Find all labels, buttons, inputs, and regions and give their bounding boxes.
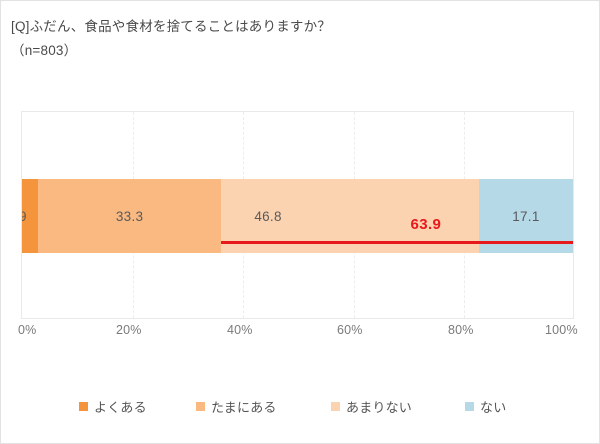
stacked-bar: 2.9 33.3 46.8 17.1	[22, 179, 573, 253]
legend-label-amarinai: あまりない	[346, 400, 413, 415]
x-tick-80: 80%	[448, 323, 474, 337]
legend: よくある たまにある あまりない ない	[21, 397, 574, 419]
bar-segment-value-nai: 17.1	[512, 208, 540, 224]
title-block: [Q]ふだん、食品や食材を捨てることはありますか？ （n=803）	[11, 15, 586, 62]
legend-label-yokuaru: よくある	[94, 400, 147, 415]
annotation-value-label: 63.9	[410, 216, 442, 233]
plot-area: 2.9 33.3 46.8 17.1 63.9	[21, 111, 574, 319]
page-title: [Q]ふだん、食品や食材を捨てることはありますか？	[11, 19, 332, 34]
legend-swatch-icon-amarinai	[331, 402, 340, 411]
legend-swatch-icon-nai	[465, 402, 474, 411]
legend-item-nai[interactable]: ない	[465, 397, 506, 416]
x-tick-20: 20%	[116, 323, 142, 337]
legend-item-amarinai[interactable]: あまりない	[331, 397, 412, 416]
bar-segment-yokuaru[interactable]: 2.9	[22, 179, 38, 253]
bar-segment-value-amarinai: 46.8	[254, 208, 282, 224]
x-tick-40: 40%	[227, 323, 253, 337]
legend-label-nai: ない	[480, 400, 507, 415]
sample-size-label: （n=803）	[11, 42, 78, 58]
bar-segment-value-yokuaru: 2.9	[22, 208, 27, 224]
legend-item-yokuaru[interactable]: よくある	[79, 397, 147, 416]
legend-swatch-icon-tamaniaru	[196, 402, 205, 411]
bar-segment-nai[interactable]: 17.1	[478, 179, 573, 253]
bar-segment-value-tamaniaru: 33.3	[115, 208, 144, 224]
bar-segment-amarinai[interactable]: 46.8	[221, 179, 479, 253]
annotation-line	[221, 241, 573, 244]
legend-label-tamaniaru: たまにある	[211, 400, 277, 415]
bar-segment-tamaniaru[interactable]: 33.3	[37, 179, 222, 253]
x-axis: 0% 20% 40% 60% 80% 100%	[18, 323, 578, 343]
legend-swatch-icon-yokuaru	[79, 402, 88, 411]
legend-item-tamaniaru[interactable]: たまにある	[196, 397, 277, 416]
x-tick-100: 100%	[545, 323, 578, 337]
x-tick-60: 60%	[337, 323, 363, 337]
x-tick-0: 0%	[18, 323, 37, 337]
